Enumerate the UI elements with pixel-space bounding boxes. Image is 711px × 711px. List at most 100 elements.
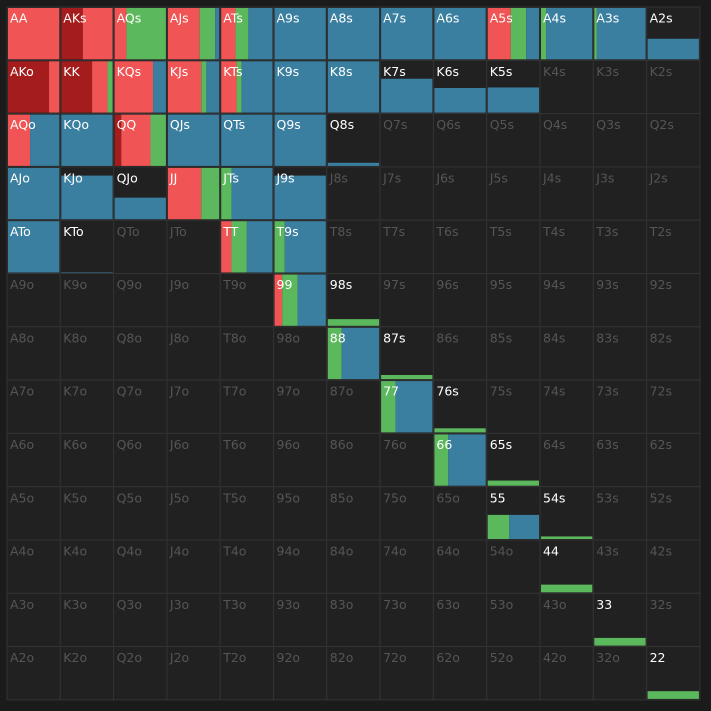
hand-cell[interactable] bbox=[113, 326, 168, 381]
action-segment bbox=[92, 61, 108, 113]
hand-cell[interactable] bbox=[486, 113, 541, 168]
hand-cell[interactable] bbox=[59, 379, 115, 434]
hand-label: K6s bbox=[436, 64, 459, 79]
hand-cell[interactable] bbox=[326, 486, 381, 541]
hand-cell[interactable] bbox=[646, 379, 701, 434]
hand-cell[interactable] bbox=[326, 539, 381, 594]
hand-cell[interactable] bbox=[486, 273, 541, 328]
hand-cell[interactable] bbox=[273, 539, 328, 594]
hand-cell[interactable] bbox=[379, 646, 434, 701]
hand-cell[interactable] bbox=[326, 432, 381, 488]
hand-label: 86o bbox=[330, 437, 354, 452]
hand-cell[interactable] bbox=[219, 539, 274, 594]
hand-cell[interactable] bbox=[379, 273, 434, 328]
action-segment bbox=[126, 8, 166, 60]
hand-cell[interactable] bbox=[219, 646, 274, 701]
hand-cell[interactable] bbox=[646, 432, 701, 488]
hand-cell[interactable] bbox=[592, 326, 648, 381]
hand-cell[interactable] bbox=[539, 592, 594, 648]
hand-cell[interactable] bbox=[432, 646, 488, 701]
hand-cell[interactable] bbox=[432, 166, 488, 221]
hand-cell[interactable] bbox=[219, 432, 274, 488]
hand-cell[interactable] bbox=[6, 379, 61, 434]
hand-cell[interactable] bbox=[646, 273, 701, 328]
hand-cell[interactable] bbox=[326, 592, 381, 648]
hand-cell[interactable] bbox=[432, 326, 488, 381]
hand-cell[interactable] bbox=[379, 592, 434, 648]
hand-cell[interactable] bbox=[6, 486, 61, 541]
hand-label: J3o bbox=[169, 597, 189, 612]
hand-cell[interactable] bbox=[6, 646, 61, 701]
hand-cell[interactable] bbox=[379, 113, 434, 168]
hand-label: 87s bbox=[383, 330, 405, 345]
hand-cell[interactable] bbox=[646, 59, 701, 115]
hand-cell[interactable] bbox=[59, 646, 115, 701]
hand-cell[interactable] bbox=[326, 166, 381, 221]
hand-cell[interactable] bbox=[592, 379, 648, 434]
hand-cell[interactable] bbox=[59, 539, 115, 594]
hand-cell[interactable] bbox=[592, 539, 648, 594]
hand-cell[interactable] bbox=[273, 432, 328, 488]
hand-cell[interactable] bbox=[219, 486, 274, 541]
hand-cell[interactable] bbox=[379, 432, 434, 488]
hand-cell[interactable] bbox=[646, 646, 701, 701]
hand-cell[interactable] bbox=[113, 486, 168, 541]
hand-cell[interactable] bbox=[646, 219, 701, 274]
hand-cell[interactable] bbox=[219, 326, 274, 381]
hand-cell[interactable] bbox=[59, 326, 115, 381]
hand-cell[interactable] bbox=[592, 646, 648, 701]
hand-label: J7s bbox=[382, 170, 401, 185]
hand-cell[interactable] bbox=[326, 379, 381, 434]
hand-cell[interactable] bbox=[486, 432, 541, 488]
hand-cell[interactable] bbox=[59, 432, 115, 488]
hand-cell[interactable] bbox=[273, 646, 328, 701]
hand-cell[interactable] bbox=[219, 592, 274, 648]
action-segment bbox=[434, 428, 486, 433]
hand-cell[interactable] bbox=[432, 273, 488, 328]
hand-cell[interactable] bbox=[59, 219, 115, 274]
hand-cell[interactable] bbox=[6, 539, 61, 594]
hand-cell[interactable] bbox=[273, 326, 328, 381]
hand-cell[interactable] bbox=[646, 486, 701, 541]
hand-cell[interactable] bbox=[486, 219, 541, 274]
hand-cell[interactable] bbox=[379, 539, 434, 594]
hand-cell[interactable] bbox=[273, 486, 328, 541]
hand-cell[interactable] bbox=[166, 219, 221, 274]
hand-label: T4o bbox=[222, 544, 246, 559]
hand-cell[interactable] bbox=[432, 379, 488, 434]
hand-label: ATo bbox=[10, 224, 31, 239]
hand-cell[interactable] bbox=[326, 646, 381, 701]
hand-cell[interactable] bbox=[539, 166, 594, 221]
hand-cell[interactable] bbox=[326, 273, 381, 328]
hand-cell[interactable] bbox=[539, 273, 594, 328]
hand-cell[interactable] bbox=[486, 326, 541, 381]
hand-cell[interactable] bbox=[6, 432, 61, 488]
hand-cell[interactable] bbox=[592, 486, 648, 541]
hand-label: 65o bbox=[436, 490, 460, 505]
hand-label: A9s bbox=[277, 11, 300, 26]
hand-cell[interactable] bbox=[166, 592, 221, 648]
hand-cell[interactable] bbox=[486, 592, 541, 648]
hand-label: K5o bbox=[63, 490, 87, 505]
hand-cell[interactable] bbox=[273, 379, 328, 434]
hand-cell[interactable] bbox=[166, 486, 221, 541]
hand-cell[interactable] bbox=[432, 486, 488, 541]
action-segment bbox=[274, 114, 326, 166]
hand-cell[interactable] bbox=[486, 646, 541, 701]
hand-cell[interactable] bbox=[432, 592, 488, 648]
hand-label: JTs bbox=[222, 170, 239, 185]
hand-cell[interactable] bbox=[113, 219, 168, 274]
hand-cell[interactable] bbox=[432, 539, 488, 594]
hand-cell[interactable] bbox=[6, 273, 61, 328]
hand-cell[interactable] bbox=[379, 486, 434, 541]
hand-cell[interactable] bbox=[646, 113, 701, 168]
hand-label: J3s bbox=[595, 170, 614, 185]
hand-cell[interactable] bbox=[379, 166, 434, 221]
hand-label: 62s bbox=[650, 437, 672, 452]
hand-cell[interactable] bbox=[646, 592, 701, 648]
hand-cell[interactable] bbox=[539, 539, 594, 594]
hand-cell[interactable] bbox=[539, 113, 594, 168]
hand-cell[interactable] bbox=[113, 432, 168, 488]
hand-cell[interactable] bbox=[166, 379, 221, 434]
hand-cell[interactable] bbox=[646, 539, 701, 594]
